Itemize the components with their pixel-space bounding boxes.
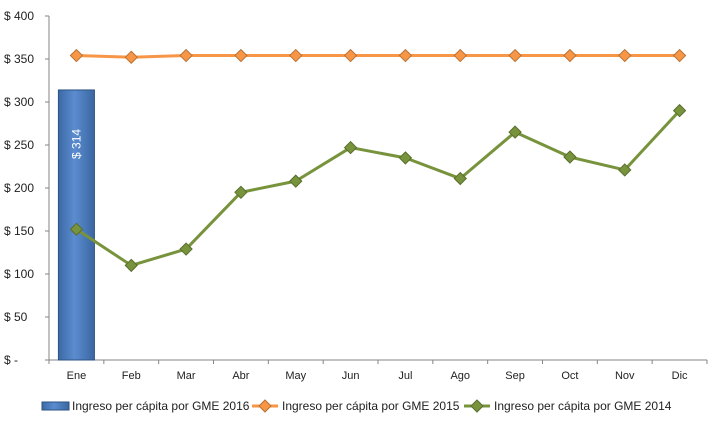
point-2014-ene xyxy=(69,222,84,236)
series-line-2015 xyxy=(76,54,680,59)
x-tick-label: May xyxy=(285,370,306,382)
y-tick-label: $ 100 xyxy=(4,267,34,281)
point-2015-sep xyxy=(508,48,522,63)
x-tick-label: Ago xyxy=(450,370,470,382)
point-2015-nov xyxy=(618,48,632,63)
legend-swatch-2016 xyxy=(41,401,70,411)
lines-layer xyxy=(69,48,687,273)
point-2015-abr xyxy=(234,48,248,63)
y-tick-label: $ 150 xyxy=(4,224,34,238)
point-2014-sep xyxy=(508,125,522,139)
x-tick-label: Jul xyxy=(398,370,412,382)
point-2014-jul xyxy=(398,151,413,165)
point-2014-oct xyxy=(563,150,577,164)
series-line-2014 xyxy=(75,109,681,267)
point-2015-jul xyxy=(398,48,413,63)
y-tick-label: $ 300 xyxy=(4,95,34,109)
point-2015-dic xyxy=(672,48,687,63)
bar-data-label: $ 314 xyxy=(69,129,83,159)
x-tick-label: Feb xyxy=(122,370,141,382)
x-tick-label: Jun xyxy=(342,370,360,382)
x-tick-label: Dic xyxy=(672,370,688,382)
point-2014-ago xyxy=(453,171,467,186)
point-2015-jun xyxy=(343,48,358,63)
y-tick-label: $ 250 xyxy=(4,138,34,152)
x-tick-label: Ene xyxy=(67,370,87,382)
point-2015-feb xyxy=(124,50,138,64)
point-2015-may xyxy=(289,48,303,63)
point-2014-nov xyxy=(618,163,632,177)
point-2015-mar xyxy=(179,48,193,63)
legend-marker-2015 xyxy=(258,399,272,413)
legend-label-2015: Ingreso per cápita por GME 2015 xyxy=(282,399,460,413)
point-2014-may xyxy=(289,174,303,188)
legend-label-2014: Ingreso per cápita por GME 2014 xyxy=(494,399,672,413)
y-tick-label: $ 50 xyxy=(4,310,28,324)
legend: Ingreso per cápita por GME 2016 Ingreso p… xyxy=(41,399,672,413)
legend-label-2016: Ingreso per cápita por GME 2016 xyxy=(72,399,250,413)
y-tick-label: $ 350 xyxy=(4,52,34,66)
y-tick-label: $ - xyxy=(4,353,18,367)
axes-layer: $ - $ 50 $ 100 $ 150 $ 200 $ 250 $ 300 $ 350 $ 4… xyxy=(4,9,708,382)
legend-marker-2014 xyxy=(470,399,484,413)
x-tick-label: Abr xyxy=(232,370,249,382)
point-2014-feb xyxy=(124,258,138,273)
x-tick-label: Nov xyxy=(615,370,635,382)
point-2014-mar xyxy=(179,242,193,256)
point-2014-jun xyxy=(343,140,358,155)
y-tick-label: $ 200 xyxy=(4,181,34,195)
point-2015-ago xyxy=(453,48,467,63)
x-tick-label: Mar xyxy=(177,370,196,382)
y-tick-label: $ 400 xyxy=(4,9,34,23)
x-tick-label: Sep xyxy=(505,370,525,382)
point-2015-oct xyxy=(563,48,577,63)
point-2014-dic xyxy=(672,103,687,118)
point-2014-abr xyxy=(234,185,248,200)
x-tick-label: Oct xyxy=(561,370,578,382)
point-2015-ene xyxy=(69,48,84,63)
